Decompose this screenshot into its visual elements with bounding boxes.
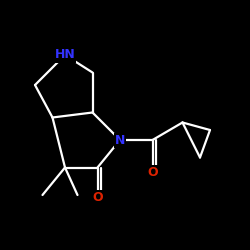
Text: O: O [92, 191, 103, 204]
Text: HN: HN [54, 48, 76, 62]
Text: O: O [147, 166, 158, 179]
Text: N: N [115, 134, 125, 146]
